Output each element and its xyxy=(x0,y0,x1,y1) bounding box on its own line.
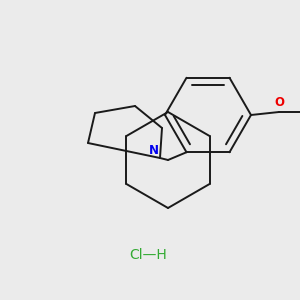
Text: N: N xyxy=(149,143,159,157)
Text: O: O xyxy=(274,97,284,110)
Text: Cl—H: Cl—H xyxy=(129,248,167,262)
